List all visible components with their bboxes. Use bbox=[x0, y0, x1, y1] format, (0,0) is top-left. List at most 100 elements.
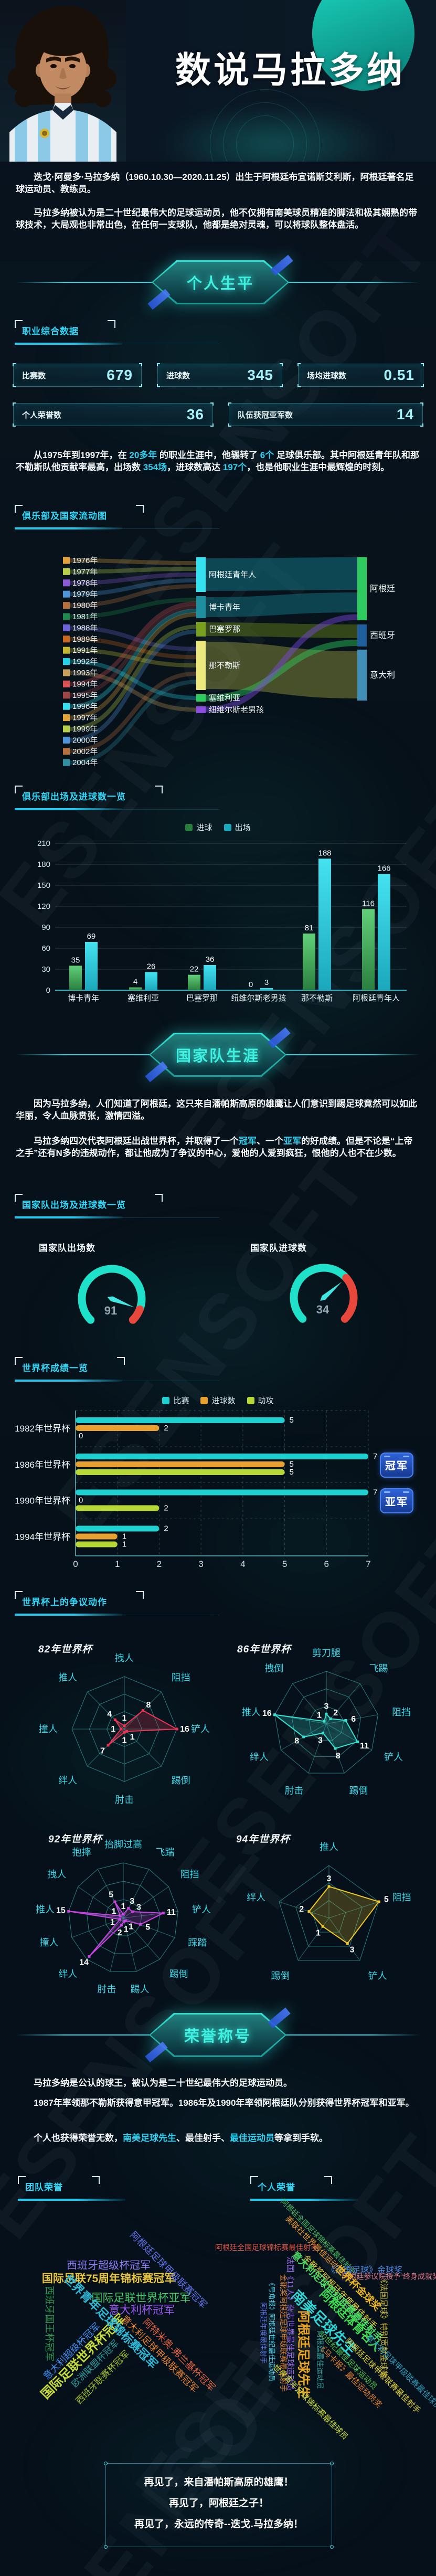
card-corner bbox=[210, 402, 214, 406]
radar-title: 94年世界杯 bbox=[236, 1834, 291, 1845]
card-corner bbox=[157, 363, 160, 366]
radar-axis-label: 铲人 bbox=[192, 1904, 211, 1915]
radar-value-label: 14 bbox=[79, 1958, 89, 1967]
card-corner bbox=[139, 384, 142, 387]
intro-paragraph-2: 马拉多纳被认为是二十世纪最伟大的足球运动员，他不仅拥有南美球员精准的脚法和极其娴… bbox=[16, 208, 417, 230]
radar-axis-label: 飞踹 bbox=[155, 1847, 174, 1858]
gauge-arc-main bbox=[78, 1265, 146, 1324]
sankey-country-label: 阿根廷 bbox=[370, 584, 395, 593]
sankey-flow bbox=[69, 680, 197, 765]
section-title: 俱乐部及国家流动图 bbox=[15, 505, 144, 525]
radar-data-point bbox=[120, 1727, 123, 1731]
highlight-text: 6个 bbox=[260, 450, 274, 460]
radar-value-label: 16 bbox=[262, 1709, 272, 1718]
legend-swatch bbox=[224, 823, 231, 831]
card-corner bbox=[13, 363, 16, 366]
x-tick-label: 7 bbox=[366, 1559, 370, 1569]
bar bbox=[76, 1505, 159, 1511]
radar-axis-label: 铲人 bbox=[384, 1752, 403, 1763]
plain-text: 马拉多纳四次代表阿根廷出战世界杯，并取得了一个 bbox=[34, 1136, 239, 1146]
radar-axis-label: 撞人 bbox=[39, 1724, 58, 1734]
award-badge: 亚军 bbox=[380, 1488, 413, 1513]
section-title: 俱乐部出场及进球数一览 bbox=[15, 786, 163, 806]
x-tick-label: 4 bbox=[240, 1559, 245, 1569]
radar-spoke bbox=[123, 1917, 161, 1959]
sankey-flow bbox=[205, 557, 358, 591]
radar-axis-label: 绊人 bbox=[58, 1775, 77, 1786]
radar-data-point bbox=[273, 1713, 277, 1716]
sankey-year-node bbox=[63, 646, 70, 654]
radar-data-point bbox=[162, 1912, 165, 1915]
sankey-year-label: 1989年 bbox=[72, 635, 98, 644]
radar-data-polygon bbox=[108, 1710, 179, 1746]
section-underline bbox=[250, 2199, 358, 2201]
sankey-year-label: 2000年 bbox=[72, 736, 98, 745]
radar-axis-label: 推人 bbox=[320, 1842, 338, 1852]
radar-data-point bbox=[123, 1731, 126, 1734]
radar-spoke bbox=[326, 1714, 378, 1724]
bar bbox=[85, 942, 98, 990]
section-title: 国家队出场及进球数一览 bbox=[15, 1194, 163, 1214]
section-underline bbox=[15, 808, 122, 810]
sankey-chart: 1976年 1977年 1978年 1979年 1980年 1981年 1988年 1989年… bbox=[63, 556, 395, 767]
sankey-flow bbox=[69, 598, 197, 619]
stat-card-label: 个人荣誉数 bbox=[22, 410, 62, 420]
radar-data-point bbox=[123, 1920, 126, 1923]
radar-spoke bbox=[87, 1691, 125, 1730]
radar-data-point bbox=[124, 1919, 127, 1922]
bar-value-label: 69 bbox=[87, 932, 96, 941]
sankey-club-label: 博卡青年 bbox=[209, 603, 240, 612]
stat-card-value: 679 bbox=[107, 367, 133, 383]
sankey-flow bbox=[69, 558, 197, 565]
section-underline bbox=[15, 1380, 122, 1382]
radar-axis-label: 铲人 bbox=[368, 1971, 387, 1981]
plain-text: 个人也获得荣誉无数， bbox=[34, 2133, 123, 2143]
radar-grid bbox=[104, 1899, 142, 1936]
card-corner bbox=[420, 402, 423, 406]
card-corner bbox=[13, 402, 16, 406]
stat-card: 队伍获冠亚军数 14 bbox=[228, 402, 423, 427]
sankey-year-label: 2004年 bbox=[72, 758, 98, 767]
bar-value-label: 22 bbox=[190, 965, 199, 974]
section-header-club-chart: 俱乐部出场及进球数一览 bbox=[15, 786, 219, 810]
radar-spoke bbox=[110, 1917, 124, 1972]
sankey-country-node bbox=[357, 557, 367, 620]
stat-card: 比赛数 679 bbox=[13, 363, 142, 387]
radar-axis-label: 绊人 bbox=[247, 1892, 265, 1903]
radar-value-label: 2 bbox=[299, 1905, 304, 1914]
bar-value-label: 4 bbox=[133, 978, 137, 987]
radar-spoke bbox=[326, 1723, 372, 1751]
bar-value-label: 2 bbox=[164, 1504, 168, 1513]
bar bbox=[204, 965, 216, 990]
card-corner bbox=[157, 384, 160, 387]
section-underline-ext bbox=[15, 1217, 219, 1218]
sankey-year-label: 1994年 bbox=[72, 680, 98, 688]
gauge-chart: 34 bbox=[290, 1264, 358, 1323]
sankey-flow bbox=[205, 642, 358, 698]
section-header-worldcup: 世界杯成绩一览 bbox=[15, 1357, 219, 1382]
card-corner bbox=[228, 423, 231, 427]
radar-spoke bbox=[87, 1729, 125, 1767]
national-paragraph-2: 马拉多纳四次代表阿根廷出战世界杯，并取得了一个冠军、一个亚军的好成绩。但是不论是… bbox=[16, 1135, 420, 1159]
radar-value-label: 1 bbox=[111, 1725, 115, 1734]
bar bbox=[76, 1469, 285, 1475]
bar bbox=[76, 1489, 368, 1496]
sankey-year-node bbox=[63, 579, 70, 587]
category-label: 那不勒斯 bbox=[301, 994, 333, 1003]
bar bbox=[318, 858, 331, 990]
sankey-flow bbox=[69, 671, 197, 712]
sankey-club-label: 纽维尔斯老男孩 bbox=[209, 706, 264, 715]
category-label: 1986年世界杯 bbox=[15, 1460, 70, 1470]
radar-spoke bbox=[78, 1886, 124, 1918]
corner-dot bbox=[104, 2545, 108, 2549]
radar-spoke bbox=[123, 1886, 169, 1918]
sankey-year-label: 1979年 bbox=[72, 590, 98, 599]
radar-value-label: 1 bbox=[122, 1736, 127, 1745]
corner-dot bbox=[330, 2462, 334, 2465]
sankey-year-node bbox=[63, 703, 70, 710]
section-header-team-honor: 团队荣誉 bbox=[18, 2176, 125, 2201]
bar bbox=[188, 974, 200, 990]
category-label: 1990年世界杯 bbox=[15, 1496, 70, 1506]
radar-value-label: 4 bbox=[107, 1710, 112, 1719]
radar-data-point bbox=[113, 1718, 116, 1721]
